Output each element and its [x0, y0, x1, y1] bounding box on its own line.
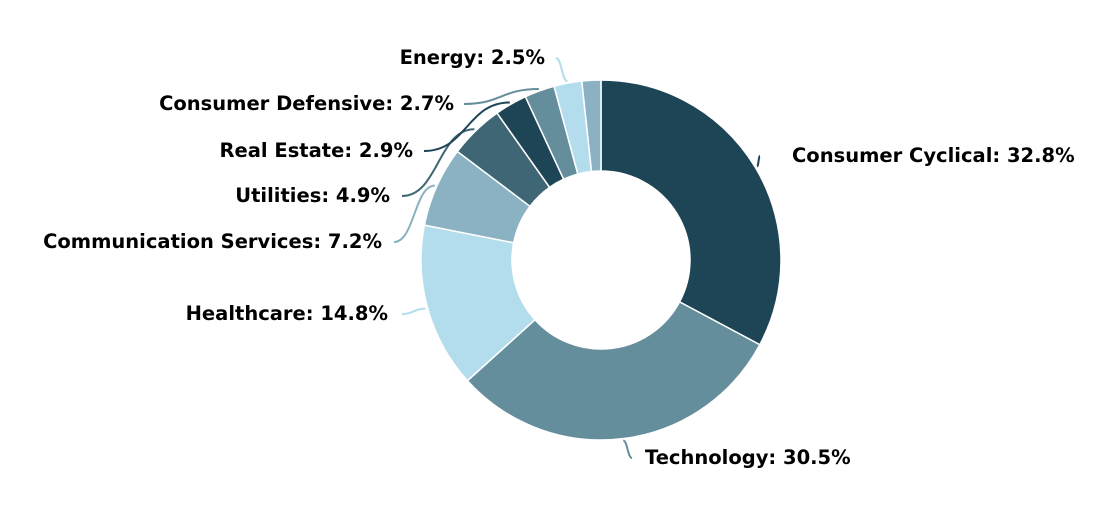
leader-line-real-estate — [423, 101, 510, 152]
slice-other[interactable] — [580, 79, 602, 173]
label-real-estate: Real Estate: 2.9% — [220, 139, 414, 162]
label-utilities: Utilities: 4.9% — [235, 184, 390, 207]
label-healthcare: Healthcare: 14.8% — [186, 302, 388, 325]
leader-line-consumer-defensive — [463, 87, 539, 105]
slice-technology[interactable] — [466, 300, 761, 441]
leader-line-communication-services — [393, 184, 436, 243]
leader-lines-group — [393, 57, 761, 459]
leader-line-energy — [555, 57, 568, 83]
slices-group — [420, 79, 782, 441]
leader-line-consumer-cyclical — [756, 155, 761, 168]
label-energy: Energy: 2.5% — [400, 46, 545, 69]
label-consumer-defensive: Consumer Defensive: 2.7% — [159, 92, 454, 115]
label-communication-services: Communication Services: 7.2% — [43, 230, 382, 253]
leader-line-technology — [622, 439, 633, 459]
slice-consumer-cyclical[interactable] — [600, 79, 782, 346]
label-technology: Technology: 30.5% — [645, 446, 851, 469]
labels-group: Consumer Cyclical: 32.8% Technology: 30.5… — [43, 46, 1075, 469]
leader-line-healthcare — [401, 307, 426, 315]
label-consumer-cyclical: Consumer Cyclical: 32.8% — [792, 144, 1075, 167]
